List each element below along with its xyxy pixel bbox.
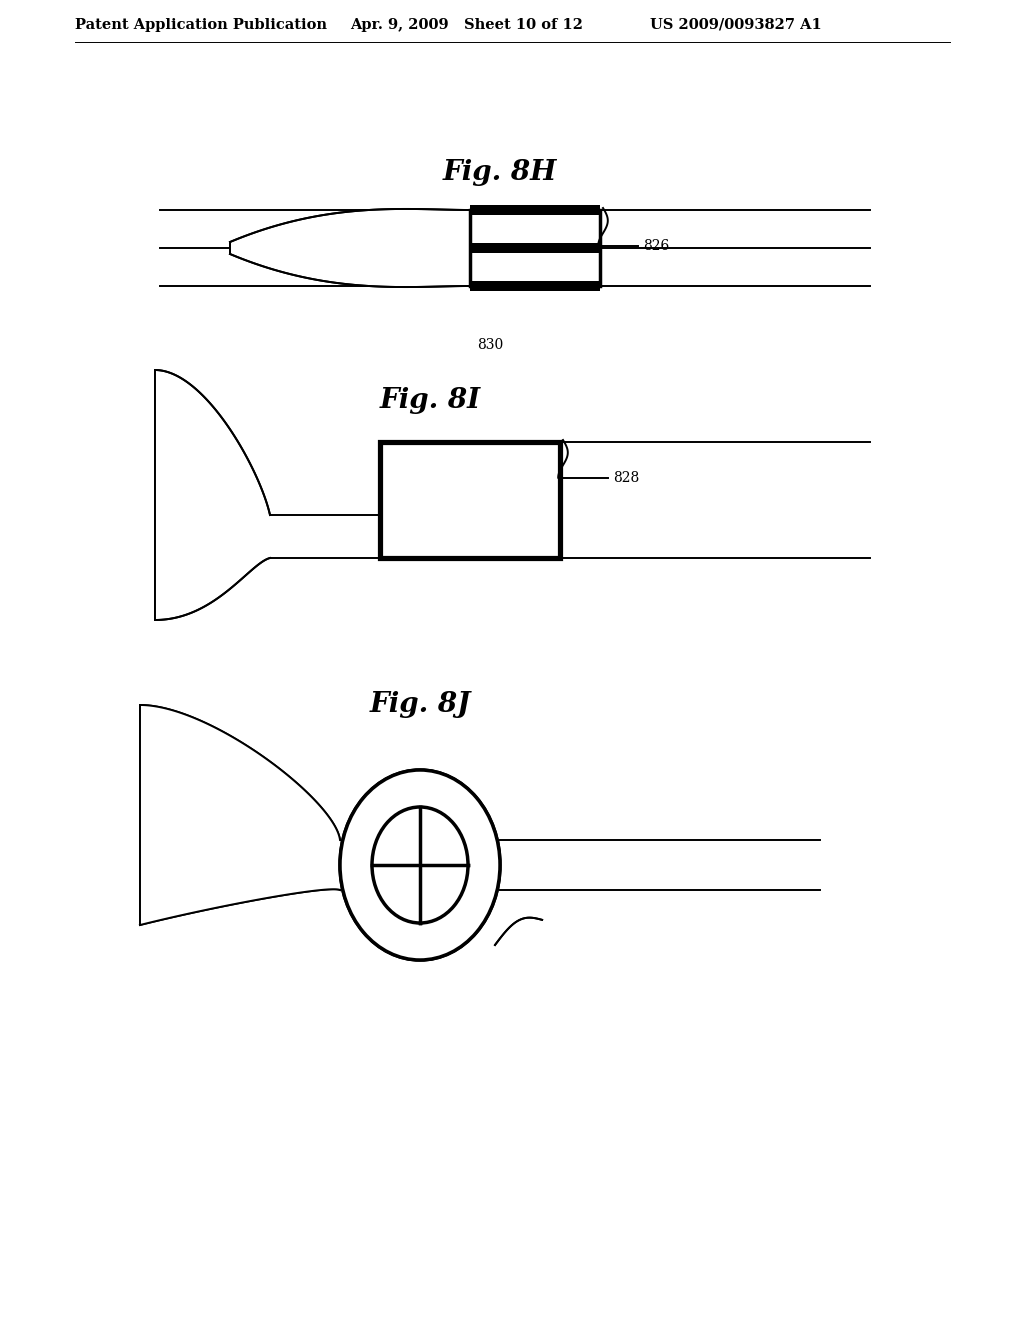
Text: Apr. 9, 2009   Sheet 10 of 12: Apr. 9, 2009 Sheet 10 of 12 xyxy=(350,18,583,32)
Bar xyxy=(470,281,600,290)
Bar xyxy=(470,205,600,215)
Text: Fig. 8I: Fig. 8I xyxy=(380,387,480,413)
Bar xyxy=(470,210,600,286)
Ellipse shape xyxy=(372,807,468,923)
Polygon shape xyxy=(155,370,270,620)
Ellipse shape xyxy=(340,770,500,960)
Text: 828: 828 xyxy=(613,471,639,484)
Text: 830: 830 xyxy=(477,338,503,352)
Polygon shape xyxy=(140,705,340,925)
Text: 826: 826 xyxy=(643,239,670,252)
Ellipse shape xyxy=(372,807,468,923)
Text: Fig. 8J: Fig. 8J xyxy=(370,692,471,718)
Bar xyxy=(470,243,600,253)
Text: Fig. 8H: Fig. 8H xyxy=(442,160,557,186)
Bar xyxy=(380,442,560,558)
Text: US 2009/0093827 A1: US 2009/0093827 A1 xyxy=(650,18,821,32)
Text: Patent Application Publication: Patent Application Publication xyxy=(75,18,327,32)
Ellipse shape xyxy=(340,770,500,960)
Polygon shape xyxy=(230,209,470,286)
